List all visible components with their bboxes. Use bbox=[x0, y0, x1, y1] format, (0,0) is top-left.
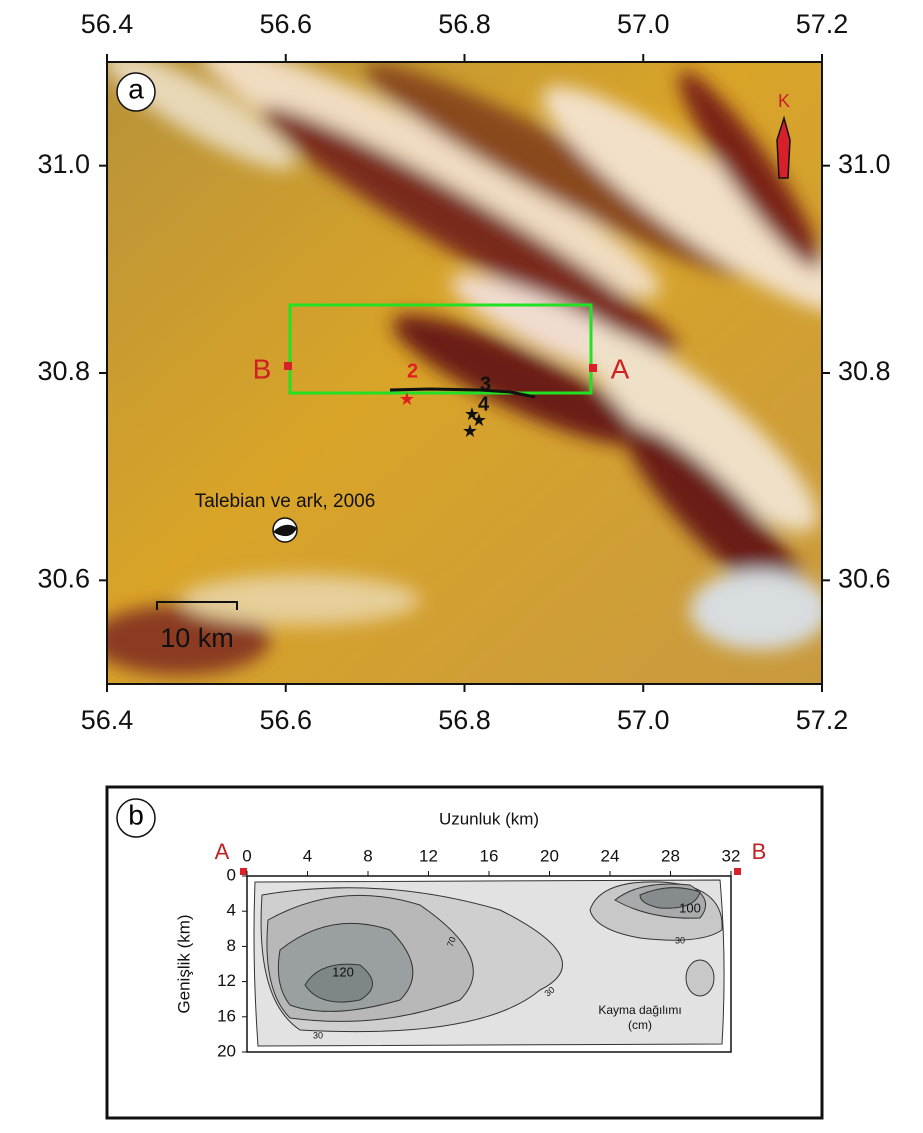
north-label: K bbox=[778, 91, 790, 111]
x-tick-label: 0 bbox=[242, 846, 251, 865]
point-marker bbox=[284, 362, 292, 370]
panel-label: b bbox=[128, 799, 144, 830]
figure: a K B A 2 3 4 ★ ★ ★ ★ Talebian ve ark, 2… bbox=[0, 0, 923, 1128]
x-axis-title: Uzunluk (km) bbox=[439, 809, 539, 828]
x-tick-label: 56.8 bbox=[438, 9, 491, 39]
contour-label: 100 bbox=[679, 900, 701, 915]
x-tick-label: 16 bbox=[480, 846, 499, 865]
source-label: Talebian ve ark, 2006 bbox=[195, 491, 376, 512]
y-tick-label: 30.6 bbox=[37, 563, 90, 593]
map-panel: a K B A 2 3 4 ★ ★ ★ ★ Talebian ve ark, 2… bbox=[90, 13, 879, 684]
event-label: 2 bbox=[407, 360, 418, 382]
x-tick-label: 56.6 bbox=[259, 705, 312, 735]
x-tick-label: 32 bbox=[722, 846, 741, 865]
legend-label: (cm) bbox=[628, 1018, 652, 1032]
x-tick-label: 57.2 bbox=[796, 9, 849, 39]
y-tick-label: 31.0 bbox=[838, 149, 891, 179]
end-label: B bbox=[752, 839, 767, 864]
x-tick-label: 56.4 bbox=[81, 705, 134, 735]
scale-label: 10 km bbox=[160, 623, 234, 653]
epicenter: ★ bbox=[462, 421, 478, 441]
y-tick-label: 30.6 bbox=[838, 563, 891, 593]
y-tick-label: 20 bbox=[217, 1041, 236, 1060]
y-tick-label: 31.0 bbox=[37, 149, 90, 179]
y-tick-label: 30.8 bbox=[37, 356, 90, 386]
x-tick-label: 8 bbox=[363, 846, 372, 865]
x-tick-label: 56.4 bbox=[81, 9, 134, 39]
x-tick-label: 4 bbox=[303, 846, 312, 865]
y-tick-label: 0 bbox=[227, 865, 236, 884]
x-tick-label: 20 bbox=[540, 846, 559, 865]
snow bbox=[690, 570, 830, 650]
contour-island bbox=[686, 960, 714, 996]
x-tick-label: 24 bbox=[601, 846, 620, 865]
y-tick-label: 8 bbox=[227, 936, 236, 955]
legend-label: Kayma dağılımı bbox=[598, 1003, 681, 1017]
x-tick-label: 56.8 bbox=[438, 705, 491, 735]
epicenter: ★ bbox=[399, 389, 415, 409]
x-tick-label: 56.6 bbox=[259, 9, 312, 39]
y-tick-label: 4 bbox=[227, 901, 236, 920]
point-marker bbox=[589, 364, 597, 372]
x-tick-label: 57.2 bbox=[796, 705, 849, 735]
panel-label: a bbox=[128, 73, 144, 104]
end-marker bbox=[240, 868, 247, 875]
x-tick-label: 28 bbox=[661, 846, 680, 865]
y-tick-label: 16 bbox=[217, 1006, 236, 1025]
point-label: B bbox=[253, 353, 272, 384]
end-label: A bbox=[215, 839, 230, 864]
contour-label: 30 bbox=[313, 1030, 323, 1040]
end-marker bbox=[734, 868, 741, 875]
x-tick-label: 12 bbox=[419, 846, 438, 865]
contour-label: 120 bbox=[332, 964, 354, 979]
x-tick-label: 57.0 bbox=[617, 705, 670, 735]
y-tick-label: 12 bbox=[217, 971, 236, 990]
ridge bbox=[180, 575, 420, 625]
y-tick-label: 30.8 bbox=[838, 356, 891, 386]
event-label: 3 bbox=[480, 373, 491, 395]
point-label: A bbox=[611, 353, 630, 384]
slip-panel: b Uzunluk (km) Genişlik (km) A B 120 70 … bbox=[107, 787, 822, 1118]
contour-label: 30 bbox=[675, 935, 685, 945]
x-tick-label: 57.0 bbox=[617, 9, 670, 39]
y-axis-title: Genişlik (km) bbox=[174, 914, 193, 1013]
